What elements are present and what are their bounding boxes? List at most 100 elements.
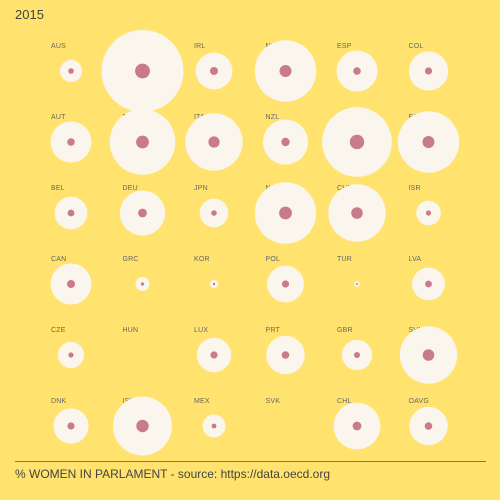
country-label: POL <box>266 256 281 263</box>
country-label: CHL <box>337 398 352 405</box>
country-cell-oavg: OAVG <box>409 398 448 446</box>
country-cell-lva: LVA <box>409 256 445 301</box>
inner-dot <box>353 67 361 75</box>
bubble-grid-chart: AUS FIN IRL NLD ESP COL AUT FRAITA NZL SWEEST BEL D… <box>50 30 460 456</box>
country-cell-est: EST <box>397 111 460 173</box>
inner-dot <box>279 206 292 220</box>
country-label: HUN <box>123 327 139 334</box>
inner-dot <box>67 280 75 288</box>
footer-divider <box>15 461 486 462</box>
inner-dot <box>281 280 290 288</box>
country-cell-tur: TUR <box>337 256 360 287</box>
country-label: SVK <box>266 398 281 405</box>
country-cell-isr: ISR <box>409 185 441 226</box>
inner-dot <box>352 421 362 431</box>
inner-dot <box>67 422 75 430</box>
country-cell-col: COL <box>409 43 449 91</box>
country-label: DEU <box>123 185 138 192</box>
country-label: GBR <box>337 327 353 334</box>
inner-dot <box>356 283 358 285</box>
inner-dot <box>354 352 360 358</box>
country-label: AUT <box>51 114 66 121</box>
country-cell-dnk: DNK <box>51 398 89 444</box>
country-cell-nld: NLD <box>254 40 317 102</box>
inner-dot <box>212 282 216 286</box>
country-label: TUR <box>337 256 352 263</box>
country-cell-grc: GRC <box>123 256 150 291</box>
inner-dot <box>281 137 290 147</box>
country-cell-swe: SWE <box>322 107 392 177</box>
country-cell-deu: DEU <box>119 185 166 236</box>
country-label: GRC <box>123 256 139 263</box>
inner-dot <box>424 422 433 430</box>
country-cell-lux: LUX <box>194 327 232 373</box>
country-cell-svk: SVK <box>266 398 281 405</box>
country-label: LVA <box>409 256 422 263</box>
country-label: JPN <box>194 185 208 192</box>
country-label: CAN <box>51 256 66 263</box>
country-label: LUX <box>194 327 208 334</box>
inner-dot <box>138 208 147 218</box>
country-label: ESP <box>337 43 352 50</box>
inner-dot <box>140 282 145 286</box>
country-cell-ita: ITA <box>185 113 243 171</box>
chart-title: 2015 <box>15 7 44 22</box>
country-cell-cze: CZE <box>51 327 85 369</box>
country-cell-irl: IRL <box>194 43 233 90</box>
country-label: IRL <box>194 43 206 50</box>
country-cell-nor: NOR <box>254 182 317 244</box>
country-label: DNK <box>51 398 67 405</box>
inner-dot <box>67 138 75 146</box>
inner-dot <box>67 209 75 217</box>
country-cell-hun: HUN <box>123 327 139 334</box>
inner-dot <box>208 136 220 148</box>
country-label: BEL <box>51 185 65 192</box>
inner-dot <box>211 210 217 216</box>
inner-dot <box>211 423 217 429</box>
country-cell-kor: KOR <box>194 256 219 289</box>
inner-dot <box>424 67 433 75</box>
country-label: KOR <box>194 256 210 263</box>
inner-dot <box>349 134 365 150</box>
footer-source: % WOMEN IN PARLAMENT - source: https://d… <box>15 467 330 481</box>
inner-dot <box>351 207 363 219</box>
inner-dot <box>422 136 435 148</box>
inner-dot <box>210 351 218 359</box>
inner-dot <box>136 419 149 433</box>
inner-dot <box>210 67 218 75</box>
country-cell-fin: FIN <box>101 30 184 112</box>
inner-dot <box>68 352 74 358</box>
country-cell-isl: ISL <box>112 396 173 456</box>
country-cell-prt: PRT <box>266 327 305 375</box>
country-cell-esp: ESP <box>336 43 378 92</box>
country-label: COL <box>409 43 424 50</box>
country-cell-pol: POL <box>266 256 304 303</box>
inner-dot <box>68 68 74 74</box>
country-cell-jpn: JPN <box>194 185 229 228</box>
country-label: AUS <box>51 43 66 50</box>
country-label: PRT <box>266 327 281 334</box>
country-cell-svn: SVN <box>399 326 458 384</box>
country-cell-chl: CHL <box>333 398 381 450</box>
country-cell-mex: MEX <box>194 398 226 438</box>
inner-dot <box>136 135 149 149</box>
country-label: MEX <box>194 398 210 405</box>
inner-dot <box>422 349 435 361</box>
country-label: NZL <box>266 114 280 121</box>
country-cell-nzl: NZL <box>262 114 309 165</box>
country-label: OAVG <box>409 398 430 405</box>
country-label: ISR <box>409 185 421 192</box>
country-cell-can: CAN <box>50 256 92 305</box>
country-cell-aus: AUS <box>51 43 83 83</box>
country-label: CZE <box>51 327 66 334</box>
inner-dot <box>425 210 432 216</box>
country-cell-che: CHE <box>328 184 386 242</box>
inner-dot <box>281 351 290 359</box>
country-cell-gbr: GBR <box>337 327 373 371</box>
inner-dot <box>425 280 432 288</box>
country-cell-bel: BEL <box>51 185 88 230</box>
country-cell-fra: FRA <box>109 109 176 175</box>
inner-dot <box>135 63 150 79</box>
country-cell-aut: AUT <box>50 114 92 163</box>
inner-dot <box>279 65 292 77</box>
